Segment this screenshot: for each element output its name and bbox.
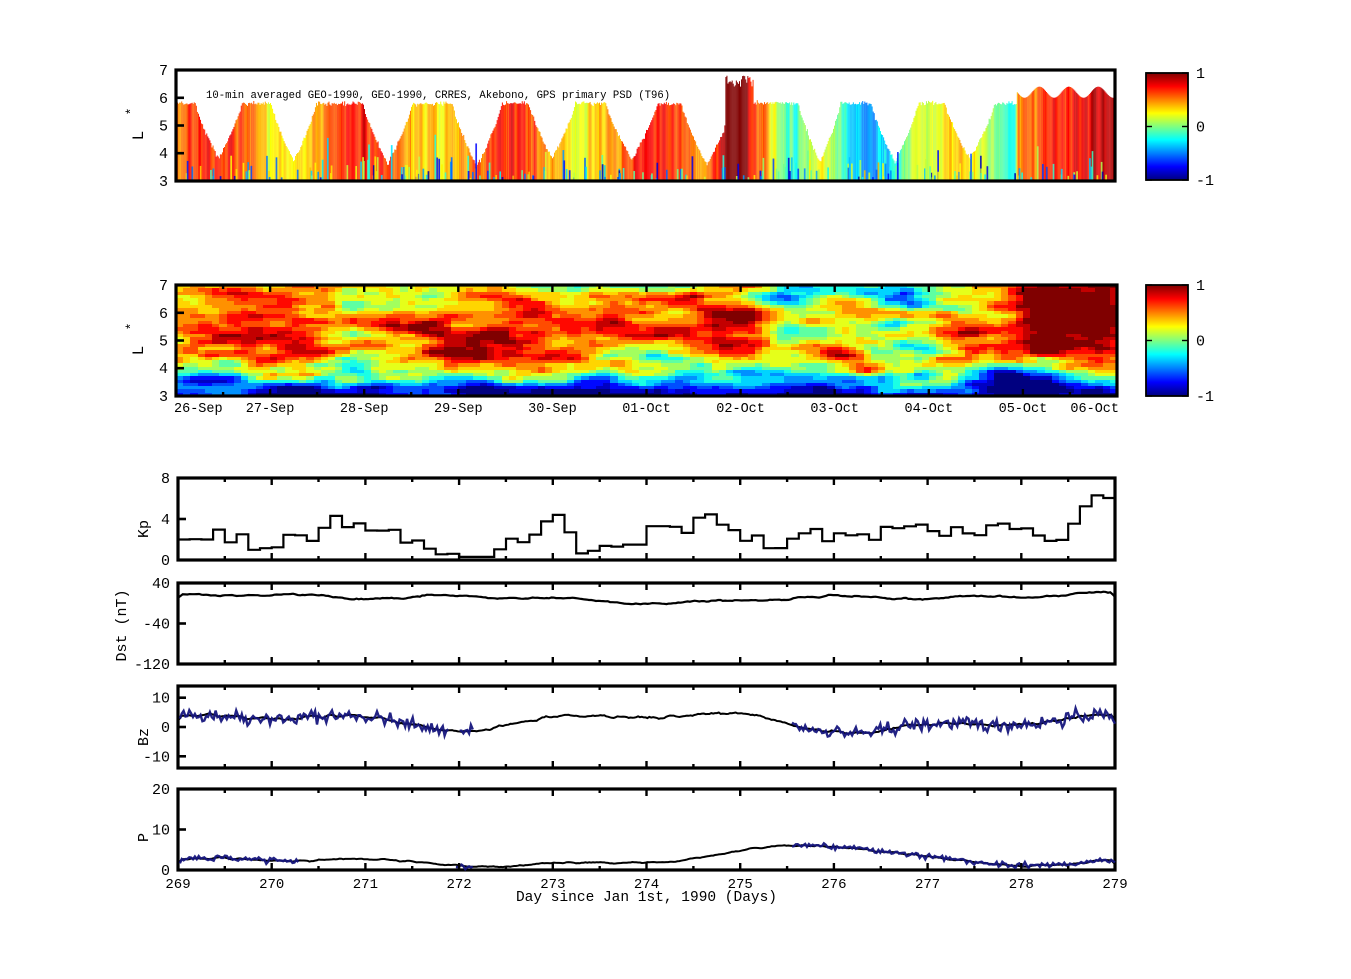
svg-text:0: 0 xyxy=(161,720,170,737)
svg-text:5: 5 xyxy=(159,334,168,351)
svg-text:40: 40 xyxy=(152,576,170,593)
svg-text:29-Sep: 29-Sep xyxy=(434,402,483,417)
svg-text:-1: -1 xyxy=(1196,389,1214,406)
svg-text:10: 10 xyxy=(152,691,170,708)
svg-text:5: 5 xyxy=(159,119,168,136)
svg-text:P: P xyxy=(136,833,153,842)
svg-text:L: L xyxy=(130,131,148,141)
svg-text:20: 20 xyxy=(152,782,170,799)
svg-text:4: 4 xyxy=(161,512,170,529)
svg-text:8: 8 xyxy=(161,471,170,488)
svg-text:272: 272 xyxy=(446,877,471,893)
svg-text:L: L xyxy=(130,346,148,356)
svg-text:05-Oct: 05-Oct xyxy=(999,402,1048,417)
svg-text:3: 3 xyxy=(159,389,168,406)
svg-text:10-min averaged GEO-1990, GEO-: 10-min averaged GEO-1990, GEO-1990, CRRE… xyxy=(206,90,670,102)
svg-text:269: 269 xyxy=(165,877,190,893)
svg-text:270: 270 xyxy=(259,877,284,893)
svg-text:0: 0 xyxy=(1196,334,1205,351)
svg-text:278: 278 xyxy=(1009,877,1034,893)
svg-text:01-Oct: 01-Oct xyxy=(622,402,671,417)
svg-text:30-Sep: 30-Sep xyxy=(528,402,577,417)
svg-text:0: 0 xyxy=(1196,120,1205,137)
svg-text:7: 7 xyxy=(159,278,168,295)
svg-text:27-Sep: 27-Sep xyxy=(246,402,295,417)
svg-text:4: 4 xyxy=(159,146,168,163)
svg-text:Kp: Kp xyxy=(136,520,153,538)
svg-text:1: 1 xyxy=(1196,278,1205,295)
svg-text:*: * xyxy=(124,323,139,331)
svg-text:-120: -120 xyxy=(134,657,170,674)
svg-text:Day since Jan 1st, 1990 (Days): Day since Jan 1st, 1990 (Days) xyxy=(516,890,777,906)
svg-text:26-Sep: 26-Sep xyxy=(174,402,223,417)
svg-text:-10: -10 xyxy=(143,749,170,766)
svg-text:02-Oct: 02-Oct xyxy=(716,402,765,417)
svg-text:279: 279 xyxy=(1102,877,1127,893)
svg-text:10: 10 xyxy=(152,823,170,840)
svg-text:6: 6 xyxy=(159,306,168,323)
svg-text:0: 0 xyxy=(161,553,170,570)
svg-text:*: * xyxy=(124,108,139,116)
svg-text:1: 1 xyxy=(1196,66,1205,83)
svg-text:4: 4 xyxy=(159,361,168,378)
svg-text:-40: -40 xyxy=(143,617,170,634)
svg-text:277: 277 xyxy=(915,877,940,893)
svg-text:7: 7 xyxy=(159,63,168,80)
svg-text:04-Oct: 04-Oct xyxy=(904,402,953,417)
svg-text:28-Sep: 28-Sep xyxy=(340,402,389,417)
svg-text:6: 6 xyxy=(159,91,168,108)
svg-text:276: 276 xyxy=(821,877,846,893)
svg-text:06-Oct: 06-Oct xyxy=(1070,402,1119,417)
svg-text:Bz: Bz xyxy=(136,728,153,746)
svg-text:3: 3 xyxy=(159,174,168,191)
svg-text:Dst (nT): Dst (nT) xyxy=(114,589,131,661)
svg-text:03-Oct: 03-Oct xyxy=(810,402,859,417)
svg-text:-1: -1 xyxy=(1196,173,1214,190)
svg-text:271: 271 xyxy=(353,877,378,893)
